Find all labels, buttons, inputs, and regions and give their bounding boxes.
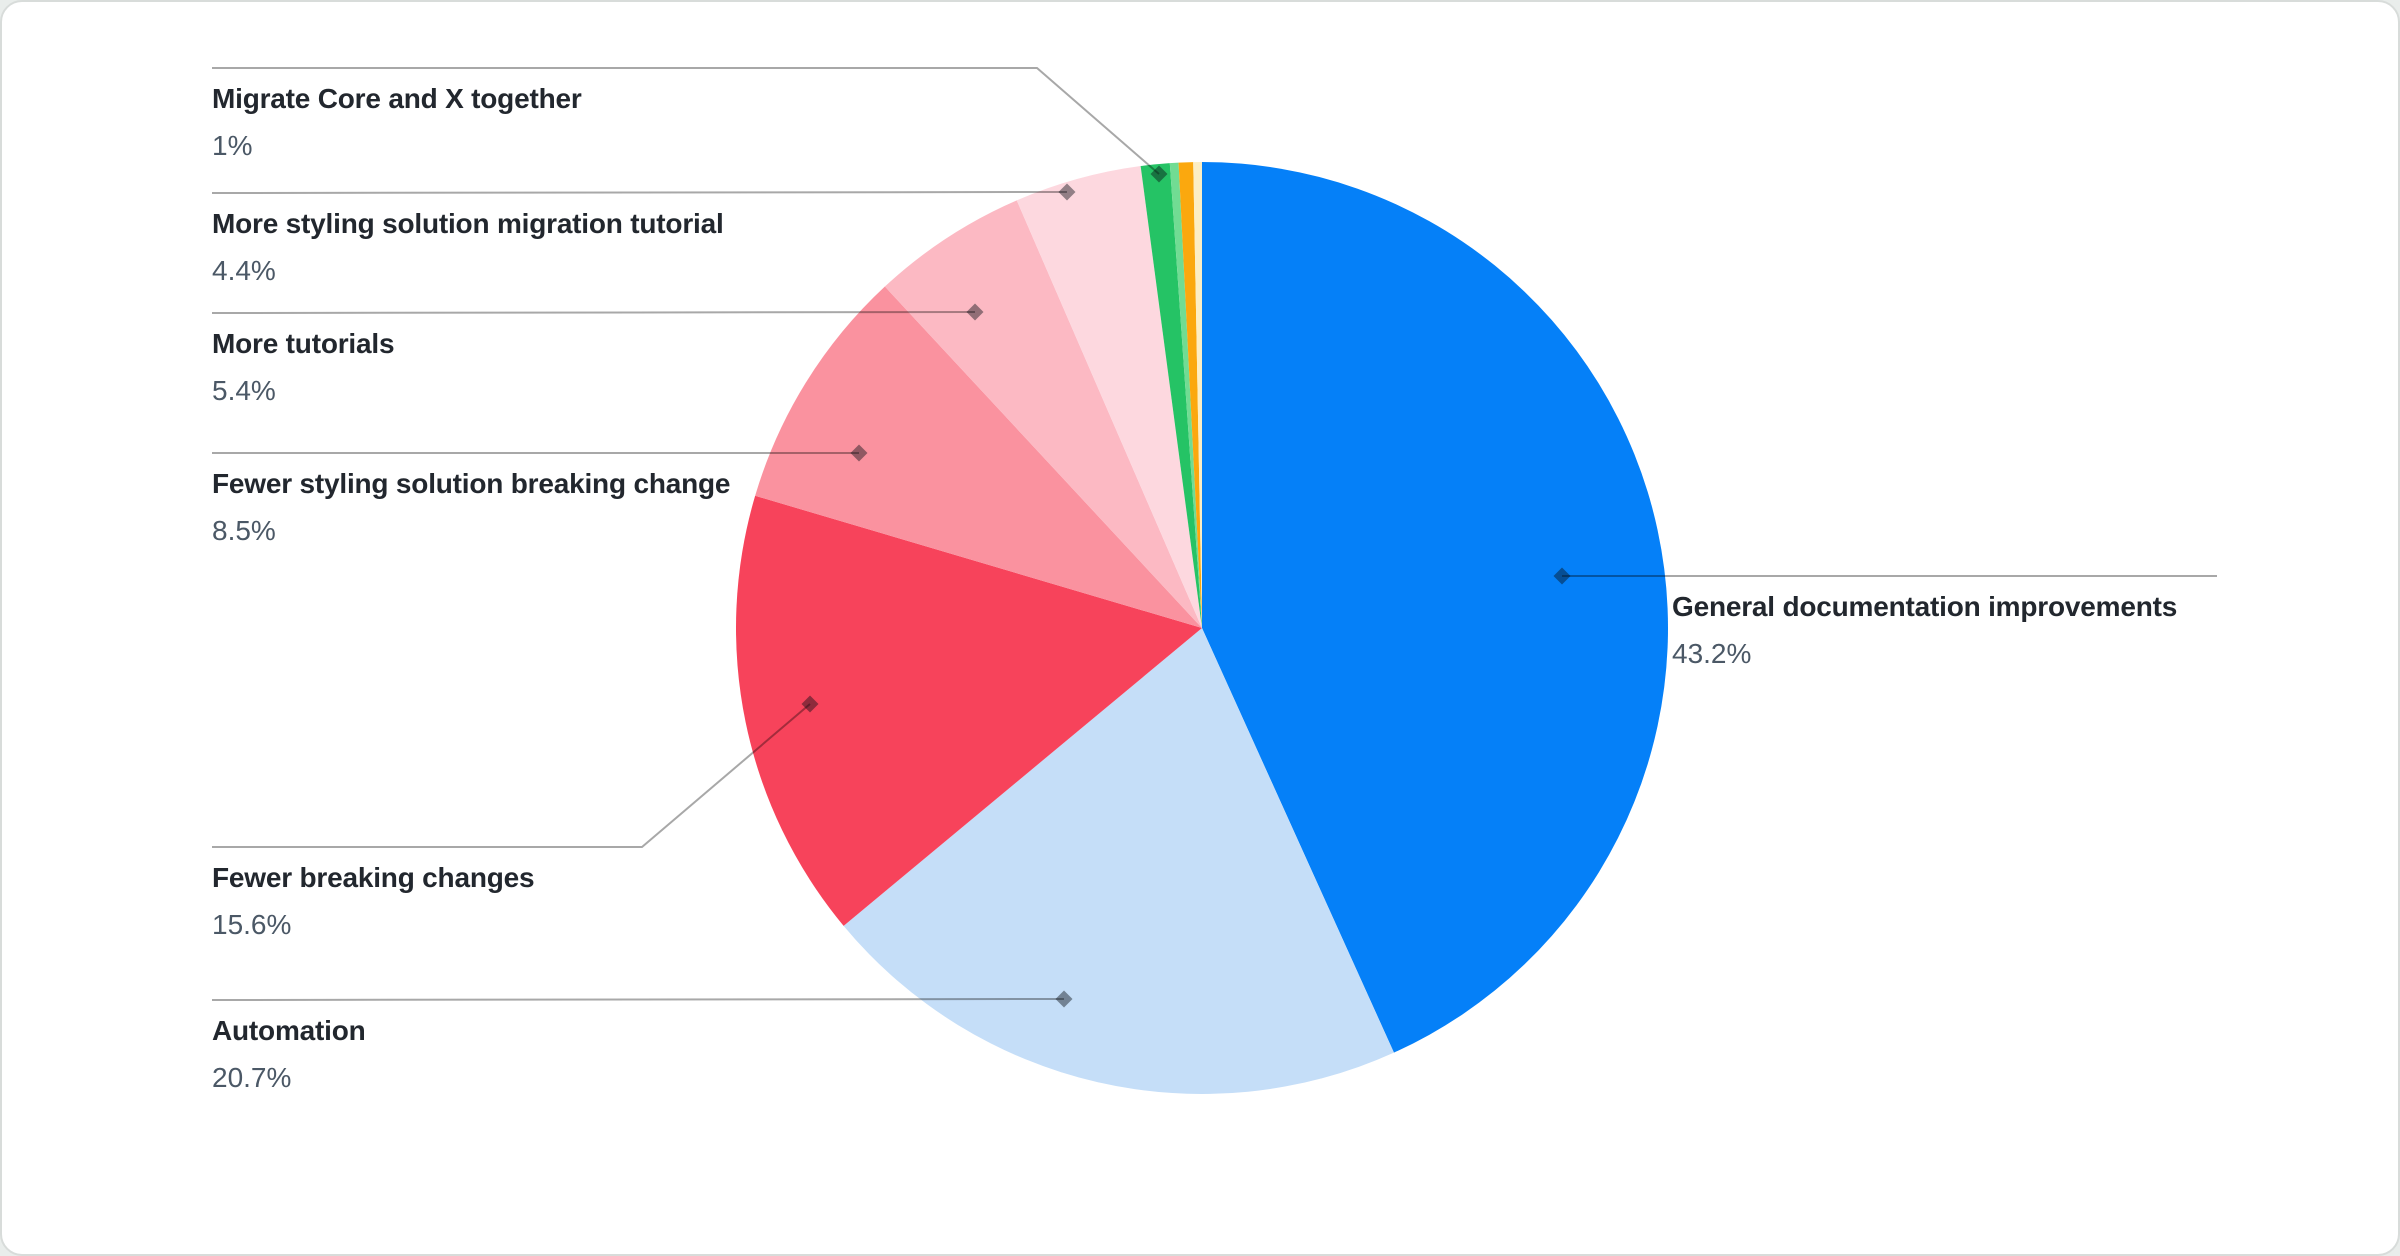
slice-label: More styling solution migration tutorial xyxy=(212,208,724,239)
callout-migrate-core: Migrate Core and X together 1% xyxy=(212,82,582,163)
callout-fewer-styling-breaking: Fewer styling solution breaking change 8… xyxy=(212,467,730,548)
slice-label: Fewer styling solution breaking change xyxy=(212,468,731,499)
slice-percentage: 15.6% xyxy=(212,909,292,940)
anchor-marker-general-docs xyxy=(1553,567,1571,585)
anchor-marker-automation xyxy=(1055,990,1073,1008)
slice-percentage: 1% xyxy=(212,130,253,161)
slice-percentage: 43.2% xyxy=(1672,638,1752,669)
pie-slice-general-documentation-improvements[interactable] xyxy=(1202,162,1668,1053)
pie-slice-unlabeled-7[interactable] xyxy=(1169,162,1202,628)
slice-label: More tutorials xyxy=(212,328,395,359)
pie-slice-unlabeled-9[interactable] xyxy=(1193,161,1202,628)
pie-slice-more-tutorials[interactable] xyxy=(884,200,1202,628)
anchor-marker-more-tutorials xyxy=(966,303,984,321)
pie-slice-fewer-styling-solution-breaking-change[interactable] xyxy=(755,286,1202,628)
slice-label: Fewer breaking changes xyxy=(212,862,535,893)
slice-percentage: 5.4% xyxy=(212,375,276,406)
leader-line-more-tutorials xyxy=(211,311,976,314)
slice-label: Automation xyxy=(212,1015,366,1046)
anchor-marker-fewer-breaking xyxy=(801,695,819,713)
leader-line-fewer-breaking xyxy=(212,703,811,848)
callout-more-styling-tutorial: More styling solution migration tutorial… xyxy=(212,207,724,288)
callout-fewer-breaking: Fewer breaking changes 15.6% xyxy=(212,861,535,942)
callout-general-docs: General documentation improvements 43.2% xyxy=(1672,590,2177,671)
leader-line-migrate-core xyxy=(212,67,1160,175)
pie-slice-migrate-core-and-x-together[interactable] xyxy=(1140,163,1202,629)
callout-automation: Automation 20.7% xyxy=(212,1014,366,1095)
leader-line-automation xyxy=(211,998,1065,1001)
anchor-marker-fewer-styling-breaking xyxy=(850,444,868,462)
pie-slices xyxy=(735,161,1668,1095)
pie-slice-more-styling-solution-migration-tutorial[interactable] xyxy=(1016,166,1202,628)
pie-slice-unlabeled-8[interactable] xyxy=(1178,162,1202,628)
pie-slice-automation[interactable] xyxy=(843,628,1394,1095)
pie-slice-fewer-breaking-changes[interactable] xyxy=(735,495,1202,926)
leader-line-more-styling-tutorial xyxy=(211,191,1068,194)
slice-percentage: 4.4% xyxy=(212,255,276,286)
slice-label: Migrate Core and X together xyxy=(212,83,582,114)
slice-percentage: 8.5% xyxy=(212,515,276,546)
slice-percentage: 20.7% xyxy=(212,1062,292,1093)
slice-label: General documentation improvements xyxy=(1672,591,2178,622)
callout-more-tutorials: More tutorials 5.4% xyxy=(212,327,395,408)
